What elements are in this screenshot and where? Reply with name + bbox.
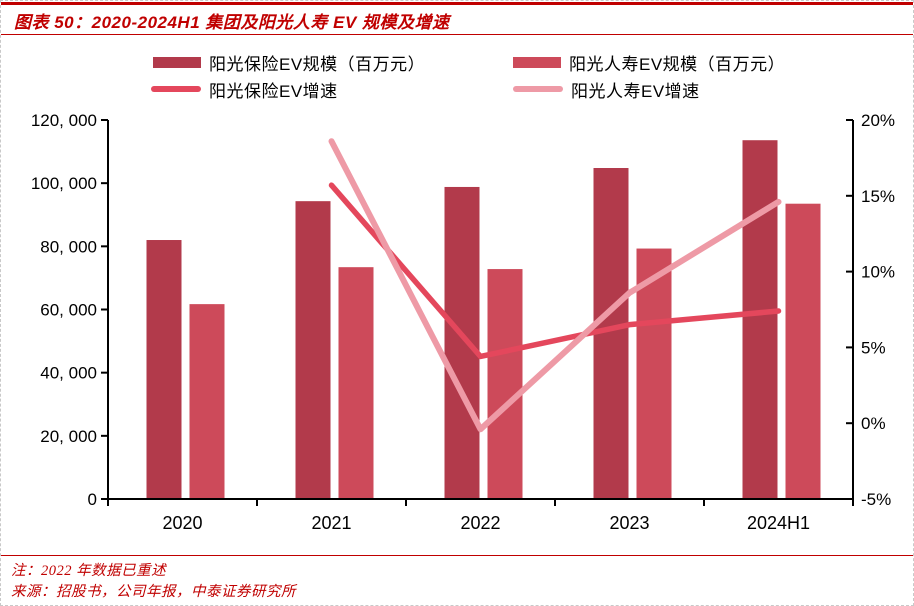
legend-item-group-ev: 阳光保险EV规模（百万元）	[153, 53, 425, 74]
y-axis-label: 120, 000	[31, 111, 97, 130]
y2-axis-label: 20%	[861, 111, 895, 130]
x-axis-label: 2024H1	[747, 513, 810, 533]
legend-bar-swatch-life	[513, 56, 561, 68]
legend-item-life-ev: 阳光人寿EV规模（百万元）	[513, 53, 785, 74]
y2-axis-label: 0%	[861, 414, 886, 433]
legend-label: 阳光保险EV规模（百万元）	[209, 54, 426, 74]
x-axis-label: 2022	[460, 513, 500, 533]
bar-series0-2021	[295, 201, 331, 499]
legend-label: 阳光人寿EV规模（百万元）	[569, 54, 786, 74]
title-underline	[1, 34, 913, 35]
footer-red-rule	[1, 555, 913, 556]
x-axis-label: 2020	[162, 513, 202, 533]
y2-axis-label: 5%	[861, 338, 886, 357]
top-red-rule	[1, 2, 913, 5]
chart-source: 来源：招股书，公司年报，中泰证券研究所	[11, 584, 296, 600]
bar-series1-2021	[338, 267, 374, 499]
legend-line-swatch-group	[151, 86, 201, 92]
x-axis-label: 2023	[609, 513, 649, 533]
x-axis-label: 2021	[311, 513, 351, 533]
legend-label: 阳光保险EV增速	[209, 81, 338, 101]
bar-series1-2022	[487, 269, 523, 499]
growth-line-series1	[328, 138, 782, 433]
y-axis-label: 20, 000	[40, 427, 97, 446]
page-title: 图表 50：2020-2024H1 集团及阳光人寿 EV 规模及增速	[14, 13, 450, 32]
y-axis-label: 0	[88, 490, 97, 509]
legend-item-group-growth: 阳光保险EV增速	[151, 80, 338, 101]
y2-axis-label: 15%	[861, 187, 895, 206]
chart-note: 注：2022 年数据已重述	[11, 563, 167, 579]
legend-line-swatch-life	[513, 86, 563, 92]
bar-series0-2020	[146, 240, 182, 499]
growth-line-series0	[328, 182, 782, 360]
legend-item-life-growth: 阳光人寿EV增速	[513, 80, 700, 101]
y-axis-label: 80, 000	[40, 237, 97, 256]
y-axis-label: 100, 000	[31, 174, 97, 193]
legend-label: 阳光人寿EV增速	[571, 81, 700, 101]
y-axis-label: 60, 000	[40, 301, 97, 320]
bar-series1-2024H1	[785, 203, 821, 499]
bar-series0-2022	[444, 186, 480, 499]
bar-series1-2023	[636, 248, 672, 499]
bar-series0-2024H1	[742, 140, 778, 500]
y2-axis-label: -5%	[861, 490, 891, 509]
legend-bar-swatch-group	[153, 56, 201, 68]
y2-axis-label: 10%	[861, 263, 895, 282]
y-axis-label: 40, 000	[40, 364, 97, 383]
bar-series1-2020	[189, 304, 225, 499]
